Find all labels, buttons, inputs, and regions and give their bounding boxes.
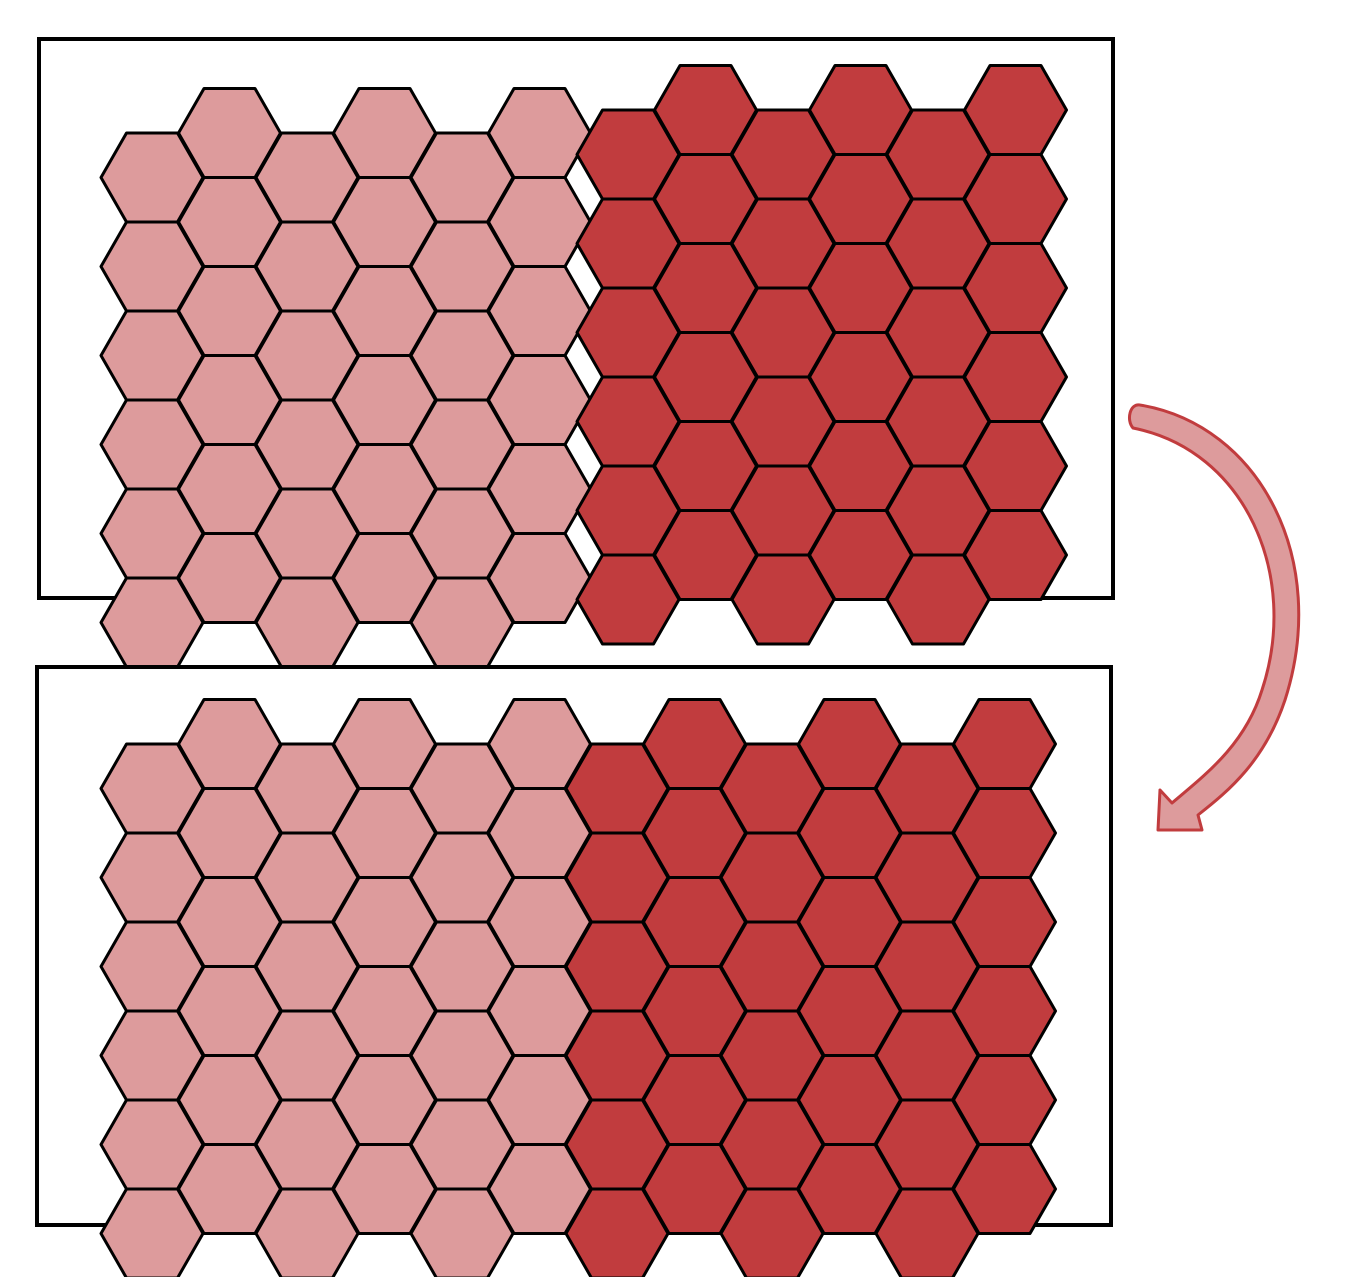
bottom-dark-hex bbox=[952, 1143, 1057, 1235]
curved-arrow-icon bbox=[1128, 403, 1301, 832]
bottom-dark-region bbox=[564, 698, 1057, 1277]
panel-before bbox=[37, 37, 1115, 669]
bottom-light-region bbox=[99, 698, 592, 1277]
top-dark-hex bbox=[963, 509, 1068, 601]
top-dark-region bbox=[575, 64, 1068, 646]
top-light-region bbox=[99, 87, 592, 669]
panel-after bbox=[35, 665, 1113, 1277]
transition-arrow bbox=[1128, 403, 1301, 832]
